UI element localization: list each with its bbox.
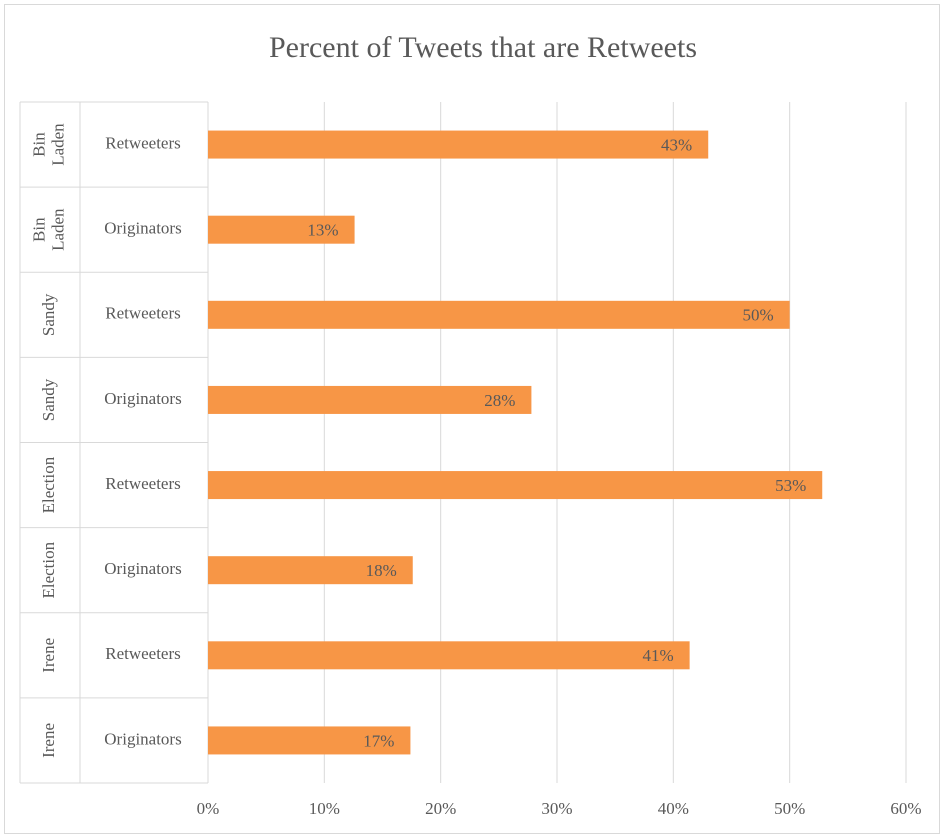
- y-tick-label: Originators: [104, 389, 181, 408]
- y-tick-label: Originators: [104, 219, 181, 238]
- y-tick-label: Retweeters: [105, 644, 181, 663]
- group-label: Election: [39, 541, 58, 598]
- chart-title: Percent of Tweets that are Retweets: [269, 31, 697, 64]
- y-tick-label: Retweeters: [105, 133, 181, 152]
- bar: [208, 556, 413, 585]
- value-label: 28%: [484, 391, 515, 410]
- x-tick-label: 20%: [425, 799, 456, 818]
- y-tick-label: Retweeters: [105, 304, 181, 323]
- x-tick-label: 50%: [774, 799, 805, 818]
- bar: [208, 215, 355, 244]
- value-label: 53%: [775, 476, 806, 495]
- group-label: Sandy: [39, 293, 58, 336]
- bar: [208, 471, 823, 500]
- bar: [208, 385, 532, 414]
- y-tick-label: Retweeters: [105, 474, 181, 493]
- x-tick-label: 10%: [309, 799, 340, 818]
- x-tick-label: 60%: [890, 799, 921, 818]
- y-tick-label: Originators: [104, 559, 181, 578]
- group-label: BinLaden: [30, 123, 68, 166]
- value-label: 13%: [307, 221, 338, 240]
- x-tick-label: 40%: [658, 799, 689, 818]
- x-tick-label: 0%: [197, 799, 220, 818]
- group-label: Irene: [39, 638, 58, 673]
- value-label: 43%: [661, 135, 692, 154]
- value-label: 17%: [363, 731, 394, 750]
- chart-frame: [4, 4, 940, 834]
- bar: [208, 641, 690, 670]
- group-label: Irene: [39, 723, 58, 758]
- x-tick-label: 30%: [541, 799, 572, 818]
- bar: [208, 300, 790, 329]
- y-tick-label: Originators: [104, 729, 181, 748]
- bar: [208, 726, 411, 755]
- value-label: 50%: [742, 306, 773, 325]
- group-label: Election: [39, 456, 58, 513]
- group-label: BinLaden: [30, 208, 68, 251]
- bar: [208, 130, 709, 159]
- value-label: 18%: [366, 561, 397, 580]
- value-label: 41%: [642, 646, 673, 665]
- group-label: Sandy: [39, 378, 58, 421]
